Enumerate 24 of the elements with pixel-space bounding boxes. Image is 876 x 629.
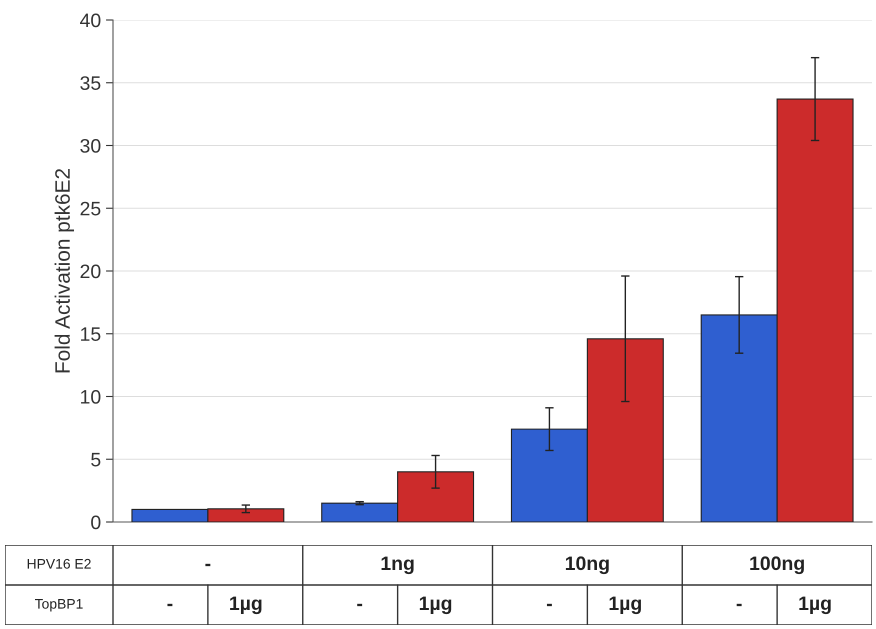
y-tick-label: 20 bbox=[80, 264, 100, 278]
y-tick-label: 35 bbox=[80, 76, 100, 90]
y-axis-title: Fold Activation ptk6E2 bbox=[54, 168, 74, 372]
y-tick-label: 25 bbox=[80, 202, 100, 216]
y-tick-label: 10 bbox=[81, 390, 100, 404]
y-tick-label: 5 bbox=[91, 452, 100, 466]
x-tick-label: - bbox=[205, 564, 210, 566]
x-tick-label: 100ng bbox=[750, 556, 804, 574]
y-tick-label: 0 bbox=[91, 515, 100, 530]
text: - bbox=[546, 604, 552, 606]
text: 1µg bbox=[230, 596, 262, 614]
text: 1µg bbox=[610, 596, 641, 614]
x-tick-label: 10ng bbox=[566, 556, 609, 574]
text: - bbox=[357, 604, 362, 606]
y-tick-label: 40 bbox=[80, 13, 100, 28]
y-tick-label: 15 bbox=[81, 327, 100, 341]
text: - bbox=[167, 604, 172, 606]
text: HPV16 E2 bbox=[28, 558, 91, 569]
x-tick-label: 1ng bbox=[382, 556, 414, 574]
text: TopBP1 bbox=[34, 599, 83, 612]
text: 1µg bbox=[799, 596, 831, 614]
text: - bbox=[736, 604, 742, 606]
y-tick-label: 30 bbox=[80, 138, 100, 153]
text: 1µg bbox=[420, 596, 452, 614]
